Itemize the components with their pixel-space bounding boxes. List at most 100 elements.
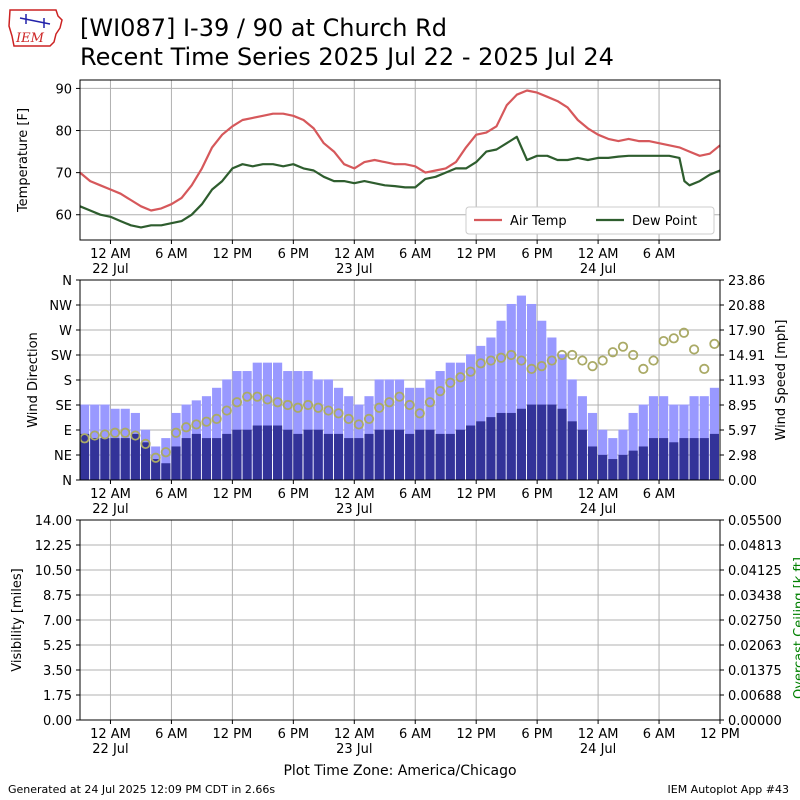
x-tick-label: 6 AM xyxy=(643,487,676,502)
ceiling-tick-label: 0.01375 xyxy=(728,664,782,679)
wind-direction-point xyxy=(617,341,629,352)
ceiling-tick-label: 0.04813 xyxy=(728,539,782,554)
wind-speed-bar xyxy=(415,429,425,480)
ceiling-tick-label: 0.05500 xyxy=(728,514,782,529)
wind-direction-point xyxy=(516,355,527,366)
visibility-tick-label: 7.00 xyxy=(43,614,72,629)
x-date-label: 23 Jul xyxy=(336,742,372,757)
visibility-tick-label: 0.00 xyxy=(43,714,72,729)
wind-speed-bar xyxy=(638,446,648,480)
wind-gust-bar xyxy=(252,362,262,480)
wind-direction-point xyxy=(191,419,202,430)
x-tick-label: 6 AM xyxy=(399,727,432,742)
panel-frame xyxy=(79,79,721,241)
direction-tick-label: SW xyxy=(51,349,72,364)
x-tick-label: 12 AM xyxy=(334,727,375,742)
wind-speed-bar xyxy=(435,433,445,480)
wind-speed-bar xyxy=(273,425,283,480)
wind-speed-bar xyxy=(323,433,333,480)
wind-direction-point xyxy=(556,349,568,361)
wind-gust-bar xyxy=(628,412,638,480)
timezone-label: Plot Time Zone: America/Chicago xyxy=(283,763,517,779)
x-tick-label: 6 PM xyxy=(521,727,552,742)
wind-speed-bar xyxy=(80,433,90,480)
wind-speed-bar xyxy=(242,429,252,480)
wind-speed-bar xyxy=(496,412,506,480)
wind-speed-bar xyxy=(212,438,222,480)
wind-speed-bar xyxy=(130,433,140,480)
wind-speed-bar xyxy=(344,438,354,480)
wind-direction-point xyxy=(109,427,121,438)
y-axis-label: Temperature [F] xyxy=(16,108,31,213)
x-date-label: 24 Jul xyxy=(580,742,616,757)
ceiling-tick-label: 0.04125 xyxy=(728,564,782,579)
wind-speed-bar xyxy=(313,429,323,480)
logo-text: IEM xyxy=(15,31,45,46)
speed-tick-label: 2.98 xyxy=(728,449,757,464)
speed-tick-label: 5.97 xyxy=(728,424,757,439)
wind-direction-point xyxy=(99,429,110,440)
x-date-label: 22 Jul xyxy=(92,502,128,517)
wind-direction-point xyxy=(475,358,486,369)
wind-gust-bar xyxy=(242,371,252,480)
wind-direction-point xyxy=(292,402,304,413)
wind-direction-point xyxy=(577,355,588,366)
wind-direction-point xyxy=(231,397,243,408)
iem-logo: IEM xyxy=(8,9,63,47)
wind-speed-bar xyxy=(567,421,577,480)
visibility-tick-label: 12.25 xyxy=(35,539,72,554)
wind-speed-bar xyxy=(679,438,689,480)
x-tick-label: 6 PM xyxy=(278,487,309,502)
wind-gust-bar xyxy=(273,362,283,480)
y-axis-label-right: Wind Speed [mph] xyxy=(774,320,789,441)
wind-speed-bar xyxy=(709,433,719,480)
wind-direction-point xyxy=(424,397,436,408)
wind-direction-point xyxy=(160,447,171,458)
wind-direction-point xyxy=(638,363,649,374)
wind-direction-point xyxy=(130,430,141,441)
y-axis-label: Wind Direction xyxy=(26,332,41,428)
wind-speed-bar xyxy=(252,425,262,480)
wind-gust-bar xyxy=(283,371,293,480)
x-tick-label: 12 AM xyxy=(578,727,619,742)
wind-speed-bar xyxy=(526,404,537,480)
wind-direction-point xyxy=(282,399,293,411)
wind-speed-bar xyxy=(100,438,110,480)
wind-speed-bar xyxy=(222,433,232,480)
wind-direction-point xyxy=(465,366,476,377)
wind-direction-point xyxy=(455,372,466,383)
chart-title-line2: Recent Time Series 2025 Jul 22 - 2025 Ju… xyxy=(80,43,614,71)
wind-speed-bar xyxy=(374,429,384,480)
wind-speed-bar xyxy=(425,429,435,480)
wind-speed-bar xyxy=(587,446,598,480)
wind-gust-bar xyxy=(445,362,455,480)
wind-speed-bar xyxy=(445,433,455,480)
visibility-panel: 0.00 1.75 3.50 5.25 7.00 8.75 10.50 12.25 14.00 0… xyxy=(10,514,800,757)
air-temp-line xyxy=(79,89,721,212)
wind-gust-bar xyxy=(476,345,486,480)
wind-speed-bar xyxy=(384,429,394,480)
wind-speed-bar xyxy=(659,438,669,480)
x-tick-label: 12 PM xyxy=(213,247,253,262)
footer-generated-text: Generated at 24 Jul 2025 12:09 PM CDT in… xyxy=(8,783,276,796)
y-tick-label: 80 xyxy=(55,125,72,140)
wind-direction-point xyxy=(150,452,161,463)
wind-gust-bar xyxy=(232,371,242,480)
direction-tick-label: N xyxy=(62,474,72,489)
legend-box xyxy=(465,206,715,235)
x-tick-label: 12 PM xyxy=(700,727,740,742)
ceiling-tick-label: 0.02063 xyxy=(728,639,782,654)
direction-tick-label: NE xyxy=(54,449,72,464)
wind-gust-bar xyxy=(638,404,648,480)
speed-tick-label: 20.88 xyxy=(728,299,765,314)
wind-direction-point xyxy=(343,413,354,424)
wind-direction-point xyxy=(668,333,679,344)
wind-direction-point xyxy=(567,349,578,361)
wind-speed-bar xyxy=(333,433,344,480)
wind-speed-bar xyxy=(699,438,709,480)
visibility-tick-label: 3.50 xyxy=(43,664,72,679)
wind-speed-bar xyxy=(608,459,618,480)
y-tick-label: 90 xyxy=(55,82,72,97)
wind-direction-point xyxy=(262,394,273,405)
wind-gust-bar xyxy=(293,371,303,480)
